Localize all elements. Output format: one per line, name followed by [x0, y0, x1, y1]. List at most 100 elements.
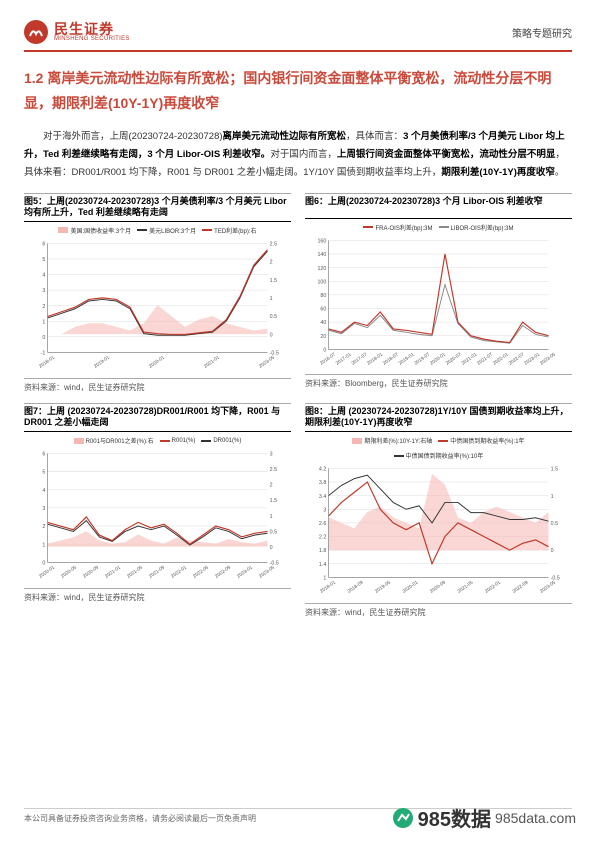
- legend-item: 期限利差(%):10Y-1Y:右轴: [352, 436, 432, 445]
- legend-swatch-icon: [438, 440, 448, 442]
- svg-text:2022-07: 2022-07: [508, 351, 526, 366]
- svg-text:1.5: 1.5: [270, 278, 277, 284]
- chart-svg: 0204060801001201401602016-072017-012017-…: [305, 234, 572, 373]
- svg-text:0: 0: [42, 335, 45, 341]
- svg-text:2022-05: 2022-05: [192, 565, 210, 580]
- logo-cn: 民生证券: [54, 22, 130, 36]
- legend-label: FRA-OIS利差(bp):3M: [375, 223, 432, 232]
- svg-text:3.8: 3.8: [319, 480, 326, 486]
- svg-text:2023-01: 2023-01: [236, 565, 254, 580]
- svg-text:0.5: 0.5: [270, 314, 277, 320]
- svg-text:6: 6: [42, 241, 45, 247]
- svg-text:2017-01: 2017-01: [335, 351, 353, 366]
- svg-text:2018-07: 2018-07: [382, 351, 400, 366]
- svg-text:2019-07: 2019-07: [413, 351, 431, 366]
- svg-text:2021-05: 2021-05: [456, 580, 474, 595]
- chart-legend: R001与DR001之差(%):右R001(%)DR001(%): [24, 436, 291, 445]
- svg-text:2016-07: 2016-07: [319, 351, 337, 366]
- svg-text:2017-07: 2017-07: [350, 351, 368, 366]
- legend-swatch-icon: [439, 226, 449, 228]
- svg-text:0: 0: [42, 561, 45, 567]
- svg-text:2023-05: 2023-05: [539, 351, 557, 366]
- svg-text:2018-01: 2018-01: [319, 580, 337, 595]
- svg-text:2018-01: 2018-01: [366, 351, 384, 366]
- charts-grid: 图5：上周(20230724-20230728)3 个月美债利率/3 个月美元 …: [24, 193, 572, 618]
- svg-text:2.2: 2.2: [319, 535, 326, 541]
- legend-swatch-icon: [160, 440, 170, 442]
- chart-panel: 图5：上周(20230724-20230728)3 个月美债利率/3 个月美元 …: [24, 193, 291, 393]
- svg-text:140: 140: [317, 252, 326, 258]
- page: 民生证券 MINSHENG SECURITIES 策略专题研究 1.2 离岸美元…: [0, 0, 596, 628]
- svg-text:2023-05: 2023-05: [258, 565, 276, 580]
- chart-svg: 11.41.82.22.633.43.84.2-0.500.511.52018-…: [305, 462, 572, 601]
- legend-swatch-icon: [74, 438, 84, 444]
- svg-text:0: 0: [270, 332, 273, 338]
- svg-text:1: 1: [270, 514, 273, 520]
- svg-text:1: 1: [551, 494, 554, 500]
- svg-text:80: 80: [320, 293, 326, 299]
- legend-swatch-icon: [352, 438, 362, 444]
- legend-label: 美元LIBOR:3个月: [149, 226, 196, 235]
- chart-legend: 期限利差(%):10Y-1Y:右轴 中债国债到期收益率(%):1年中债国债到期收益…: [305, 436, 572, 460]
- svg-text:-0.5: -0.5: [551, 576, 560, 582]
- legend-item: 美元LIBOR:3个月: [137, 226, 196, 235]
- watermark: 985数据 985data.com: [392, 803, 576, 832]
- legend-label: 美国:国债收益率:3个月: [70, 226, 131, 235]
- svg-text:120: 120: [317, 265, 326, 271]
- legend-swatch-icon: [363, 226, 373, 228]
- legend-swatch-icon: [58, 227, 68, 233]
- legend-label: TED利差(bp):右: [214, 226, 256, 235]
- svg-text:1.4: 1.4: [319, 562, 326, 568]
- svg-text:2021-07: 2021-07: [476, 351, 494, 366]
- legend-label: 中债国债到期收益率(%):10年: [406, 451, 484, 460]
- svg-text:3: 3: [42, 506, 45, 512]
- svg-text:40: 40: [320, 320, 326, 326]
- svg-text:3: 3: [42, 288, 45, 294]
- svg-text:1.5: 1.5: [270, 498, 277, 504]
- svg-text:2023-01: 2023-01: [523, 351, 541, 366]
- svg-text:2019-01: 2019-01: [398, 351, 416, 366]
- legend-item: DR001(%): [201, 436, 241, 445]
- svg-text:2020-01: 2020-01: [401, 580, 419, 595]
- svg-text:2019-05: 2019-05: [374, 580, 392, 595]
- svg-text:2020-01: 2020-01: [38, 565, 56, 580]
- svg-text:2021-01: 2021-01: [460, 351, 478, 366]
- chart-title: 图8：上周 (20230724-20230728)1Y/10Y 国债到期收益率均…: [305, 403, 572, 432]
- svg-text:2: 2: [270, 483, 273, 489]
- svg-text:2018-09: 2018-09: [346, 580, 364, 595]
- svg-text:2: 2: [42, 304, 45, 310]
- svg-text:2022-01: 2022-01: [170, 565, 188, 580]
- svg-text:2020-09: 2020-09: [82, 565, 100, 580]
- svg-text:100: 100: [317, 279, 326, 285]
- svg-text:1.5: 1.5: [551, 467, 558, 473]
- chart-panel: 图7：上周 (20230724-20230728)DR001/R001 均下降，…: [24, 403, 291, 618]
- chart-svg: -10123456-0.500.511.522.52018-012019-012…: [24, 237, 291, 376]
- svg-text:0: 0: [551, 548, 554, 554]
- legend-item: LIBOR-OIS利差(bp):3M: [439, 223, 514, 232]
- svg-text:2020-05: 2020-05: [60, 565, 78, 580]
- svg-text:6: 6: [42, 452, 45, 458]
- svg-text:60: 60: [320, 306, 326, 312]
- svg-text:2.5: 2.5: [270, 241, 277, 247]
- svg-text:2022-09: 2022-09: [214, 565, 232, 580]
- svg-text:2022-01: 2022-01: [484, 580, 502, 595]
- legend-label: LIBOR-OIS利差(bp):3M: [451, 223, 514, 232]
- chart-source: 资料来源：wind，民生证券研究院: [24, 382, 291, 393]
- logo-en: MINSHENG SECURITIES: [54, 36, 130, 42]
- svg-text:1.8: 1.8: [319, 548, 326, 554]
- legend-item: 中债国债到期收益率(%):10年: [394, 451, 484, 460]
- chart-source: 资料来源：wind，民生证券研究院: [305, 607, 572, 618]
- chart-source: 资料来源：wind，民生证券研究院: [24, 592, 291, 603]
- svg-text:2: 2: [42, 524, 45, 530]
- body-paragraphs: 对于海外而言，上周(20230724-20230728)离岸美元流动性边际有所宽…: [24, 128, 572, 182]
- legend-item: R001(%): [160, 436, 196, 445]
- svg-text:2018-01: 2018-01: [38, 354, 56, 369]
- chart-title: 图5：上周(20230724-20230728)3 个月美债利率/3 个月美元 …: [24, 193, 291, 222]
- svg-text:-1: -1: [41, 350, 46, 356]
- page-header: 民生证券 MINSHENG SECURITIES 策略专题研究: [24, 20, 572, 52]
- legend-label: 中债国债到期收益率(%):1年: [450, 436, 524, 445]
- svg-text:2020-09: 2020-09: [429, 580, 447, 595]
- logo-mark-icon: [24, 20, 48, 44]
- legend-item: FRA-OIS利差(bp):3M: [363, 223, 432, 232]
- chart-body: R001与DR001之差(%):右R001(%)DR001(%)0123456-…: [24, 432, 291, 589]
